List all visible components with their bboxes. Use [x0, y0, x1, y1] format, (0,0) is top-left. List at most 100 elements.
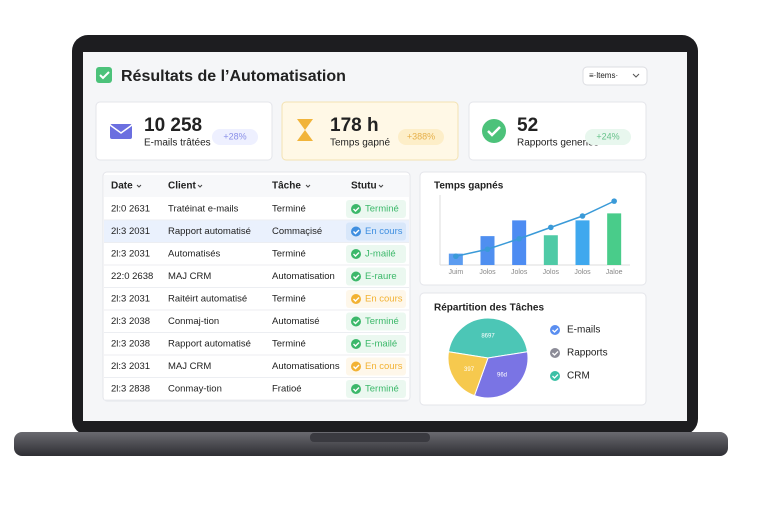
legend-swatch [550, 371, 560, 381]
kpi-badge-text: +24% [596, 131, 619, 141]
status-label: En cours [365, 294, 403, 305]
kpi-label: E-mails trâtées [144, 138, 211, 149]
status-dot [351, 339, 361, 349]
table-cell: 2l:0 2631 [111, 204, 150, 215]
kpi-label: Rapports generiés [517, 138, 599, 149]
kpi-value: 178 h [330, 115, 379, 136]
pie-slice [447, 317, 529, 359]
table-cell: Automatisé [272, 316, 320, 327]
page-title: Résultats de l’Automatisation [121, 68, 346, 85]
status-check [353, 207, 360, 212]
legend-label: E-mails [567, 325, 600, 336]
status-bg [346, 222, 406, 241]
status-dot [351, 294, 361, 304]
status-label: En cours [365, 361, 403, 372]
legend-swatch [550, 325, 560, 335]
table-header: Tâche [272, 181, 301, 192]
slice-label: 96d [497, 373, 507, 379]
status-label: Terminé [365, 316, 399, 327]
kpi-label: Temps gapné [330, 138, 390, 149]
status-check [353, 342, 360, 347]
filter-dropdown[interactable] [582, 66, 648, 86]
trend-point [611, 198, 617, 204]
status-check [353, 229, 360, 235]
status-label: E-raure [365, 271, 397, 282]
x-label: Jolos [479, 269, 496, 276]
table-cell: 2l:3 2031 [111, 226, 150, 237]
status-label: En cours [365, 226, 403, 237]
table-cell: Rapport automatisé [168, 226, 251, 237]
status-dot [351, 204, 361, 214]
table-cell: Terminé [272, 249, 306, 260]
trend-line [455, 200, 615, 257]
status-bg [346, 357, 406, 376]
kpi-value: 10 258 [144, 115, 202, 136]
table-header: Stutu [351, 181, 377, 192]
table-cell: 22:0 2638 [111, 271, 153, 282]
status-dot [351, 271, 361, 282]
legend-check [552, 328, 559, 333]
legend-label: Rapports [567, 348, 608, 359]
table-header: Date [111, 181, 133, 192]
table-cell: Raitéirt automatisé [168, 294, 247, 305]
trend-point [484, 246, 491, 253]
status-check [353, 297, 360, 302]
status-bg [346, 380, 406, 398]
kpi-icon [297, 119, 313, 141]
kpi-card [468, 101, 647, 161]
legend-swatch [550, 348, 560, 358]
table-cell: 2l:3 2031 [111, 294, 150, 305]
status-bg [346, 290, 406, 308]
kpi-badge-text: +388% [407, 131, 435, 141]
laptop-base [14, 432, 728, 456]
table-cell: Conmaj-tion [168, 316, 219, 327]
kpi-badge [585, 129, 631, 145]
status-bg [346, 335, 406, 353]
status-label: E-mailé [365, 339, 397, 350]
title-check [99, 71, 110, 80]
row-highlight [104, 220, 409, 243]
status-check [353, 387, 360, 392]
status-bg [346, 200, 406, 218]
table-cell: Automatisés [168, 249, 221, 260]
status-check [353, 364, 360, 370]
table-cell: 2l:3 2038 [111, 316, 150, 327]
trend-point [548, 224, 554, 231]
legend-label: CRM [567, 371, 590, 382]
x-label: Jolos [511, 269, 528, 276]
trend-point [516, 235, 522, 242]
sort-arrow [136, 184, 142, 188]
filter-label: ≡·ltems· [589, 71, 618, 80]
pie-slice [447, 351, 489, 397]
table-cell: Conmay-tion [168, 384, 222, 395]
kpi-icon-check [487, 126, 501, 137]
kpi-icon [110, 124, 132, 139]
table-cell: 2l:3 2038 [111, 339, 150, 350]
table-header-bg [104, 175, 409, 197]
status-dot [351, 226, 361, 237]
status-check [353, 319, 360, 325]
table-cell: Terminé [272, 339, 306, 350]
bar [448, 253, 463, 265]
laptop-notch [310, 433, 430, 442]
table-cell: Tratéinat e-mails [168, 204, 239, 215]
sort-arrow [305, 184, 311, 188]
status-label: J-mailé [365, 249, 396, 260]
table-cell: MAJ CRM [168, 361, 211, 372]
kpi-card [281, 101, 459, 161]
kpi-icon-flap [109, 124, 133, 134]
status-dot [351, 384, 361, 394]
legend-check [552, 351, 559, 356]
status-bg [346, 267, 406, 286]
slice-label: 397 [464, 367, 475, 373]
kpi-badge [212, 129, 258, 145]
bar [543, 235, 558, 265]
table-cell: Automatisation [272, 271, 335, 282]
x-label: Jolos [574, 269, 591, 276]
status-check [353, 252, 360, 257]
table-cell: Terminé [272, 204, 306, 215]
table-cell: Rapport automatisé [168, 339, 251, 350]
x-label: Jolos [543, 269, 560, 276]
status-dot [351, 316, 361, 327]
